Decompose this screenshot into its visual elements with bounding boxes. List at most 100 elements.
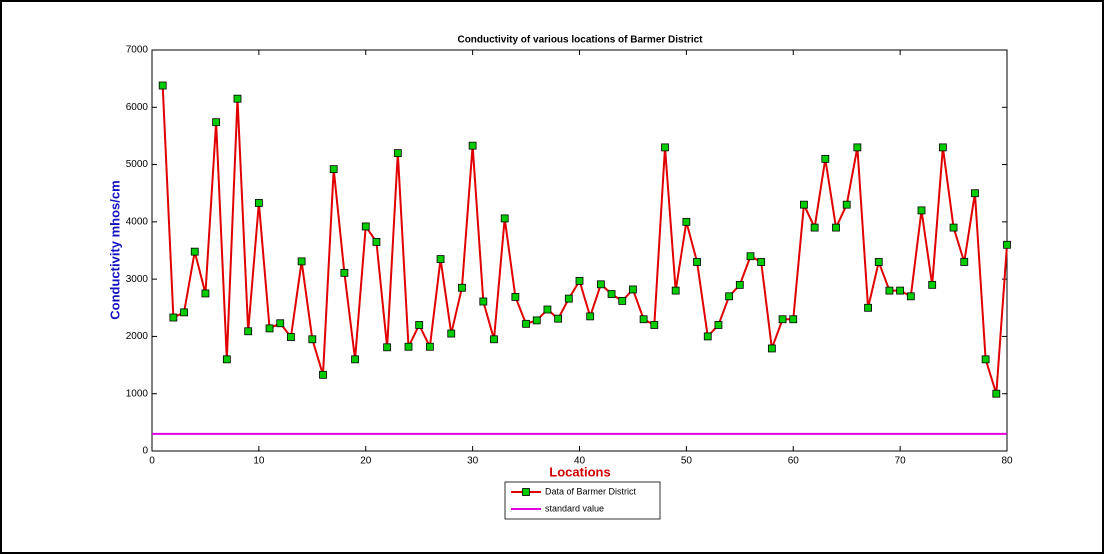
- data-point: [981, 355, 990, 364]
- data-point: [853, 143, 862, 152]
- data-point: [586, 312, 595, 321]
- y-tick-label: 7000: [126, 45, 149, 56]
- y-tick-label: 6000: [126, 102, 149, 113]
- data-point: [778, 315, 787, 324]
- data-point: [308, 335, 317, 344]
- data-point: [800, 200, 808, 209]
- data-point: [425, 342, 434, 351]
- data-point: [158, 81, 167, 90]
- legend-label: standard value: [545, 503, 604, 513]
- data-point: [340, 268, 349, 277]
- data-point: [885, 286, 894, 295]
- data-point: [564, 294, 573, 303]
- data-point: [682, 217, 691, 226]
- data-point: [201, 289, 210, 298]
- data-point: [415, 321, 424, 329]
- data-point: [169, 313, 178, 322]
- data-point: [575, 276, 584, 285]
- data-point: [254, 199, 263, 207]
- data-point: [842, 200, 851, 209]
- data-point: [212, 118, 221, 127]
- data-point: [372, 238, 381, 246]
- data-point: [735, 280, 744, 289]
- x-tick-label: 80: [1001, 456, 1013, 467]
- data-point: [351, 355, 359, 364]
- data-point: [522, 319, 530, 328]
- y-tick-label: 2000: [126, 331, 149, 342]
- data-point: [874, 258, 883, 266]
- data-point: [265, 324, 274, 333]
- data-point: [607, 290, 616, 298]
- x-tick-label: 20: [360, 456, 372, 467]
- data-point: [596, 280, 605, 289]
- data-point: [319, 370, 327, 379]
- data-point: [297, 257, 306, 266]
- data-point: [650, 321, 659, 329]
- data-point: [810, 223, 819, 232]
- data-point: [543, 305, 552, 314]
- data-point: [393, 149, 402, 158]
- data-point: [1003, 240, 1011, 249]
- x-tick-label: 50: [681, 456, 693, 467]
- data-point: [703, 332, 712, 341]
- data-point: [479, 297, 488, 306]
- data-point: [287, 333, 295, 341]
- data-point: [490, 335, 498, 344]
- data-point: [244, 327, 253, 336]
- data-point: [458, 283, 466, 292]
- data-point: [639, 315, 648, 324]
- legend-box: [504, 481, 661, 520]
- data-point: [971, 189, 979, 198]
- data-point: [468, 141, 477, 150]
- data-point: [532, 316, 541, 325]
- data-point: [671, 286, 680, 295]
- data-point: [500, 214, 509, 223]
- data-point: [361, 222, 370, 231]
- data-point: [714, 321, 723, 329]
- data-point: [618, 297, 627, 305]
- data-point: [821, 154, 830, 163]
- x-tick-label: 0: [149, 456, 155, 467]
- y-tick-label: 4000: [126, 216, 149, 227]
- data-point: [404, 342, 413, 351]
- data-point: [661, 143, 669, 152]
- data-point: [906, 292, 915, 301]
- data-point: [447, 329, 456, 338]
- y-tick-label: 5000: [126, 159, 149, 170]
- y-tick-label: 1000: [126, 388, 149, 399]
- legend-marker: [522, 488, 530, 496]
- legend-label: Data of Barmer District: [545, 486, 637, 496]
- data-point: [949, 223, 958, 232]
- x-tick-label: 70: [895, 456, 907, 467]
- data-point: [917, 206, 926, 215]
- y-tick-label: 0: [142, 446, 148, 457]
- data-point: [233, 94, 242, 103]
- data-point: [436, 255, 445, 263]
- data-point: [180, 308, 188, 317]
- data-point: [757, 258, 766, 266]
- data-point: [746, 252, 755, 261]
- data-point: [383, 343, 392, 352]
- data-point: [276, 319, 285, 328]
- data-point: [928, 280, 937, 289]
- y-tick-label: 3000: [126, 274, 149, 285]
- data-point: [992, 389, 1001, 398]
- data-point: [864, 303, 872, 312]
- data-point: [629, 285, 637, 294]
- data-point: [554, 314, 563, 323]
- y-axis-label: Conductivity mhos/cm: [107, 180, 122, 319]
- data-point: [329, 165, 338, 174]
- data-point: [789, 315, 798, 324]
- data-point: [767, 344, 776, 353]
- data-point: [222, 355, 231, 364]
- data-point: [693, 258, 701, 266]
- x-tick-label: 10: [253, 456, 265, 467]
- chart-title: Conductivity of various locations of Bar…: [457, 35, 703, 46]
- series-line: [161, 85, 1008, 395]
- x-tick-label: 40: [574, 456, 586, 467]
- x-tick-label: 30: [467, 456, 479, 467]
- data-point: [832, 223, 840, 232]
- plot-area: [151, 49, 1008, 452]
